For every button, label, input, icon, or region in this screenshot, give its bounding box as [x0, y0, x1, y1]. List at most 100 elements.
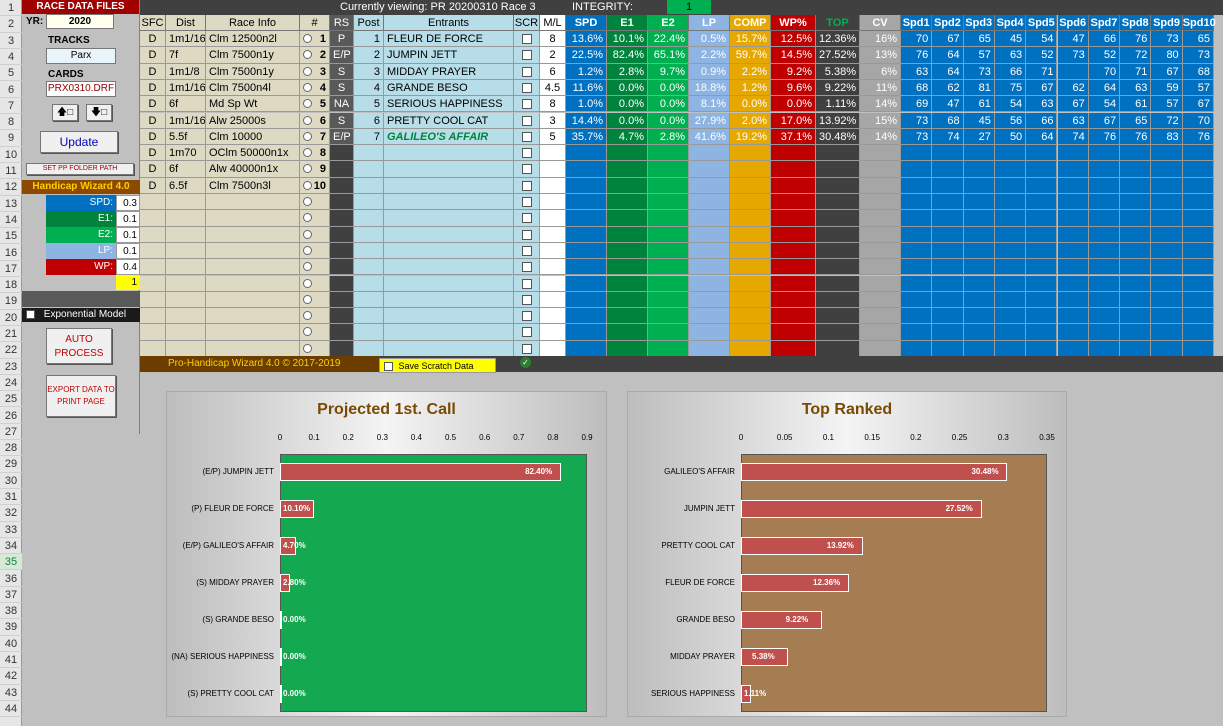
column-header-spd4[interactable]: Spd4	[994, 15, 1027, 31]
scratch-cell[interactable]	[514, 308, 540, 325]
entrant-name[interactable]: JUMPIN JETT	[384, 47, 514, 64]
race-number-cell[interactable]	[300, 275, 330, 292]
scratch-checkbox[interactable]	[521, 180, 532, 191]
race-number-cell[interactable]	[300, 291, 330, 309]
column-header-spd1[interactable]: Spd1	[901, 15, 933, 31]
scratch-checkbox[interactable]	[521, 311, 532, 322]
entrant-name[interactable]: SERIOUS HAPPINESS	[384, 96, 514, 113]
race-number-cell[interactable]: 1	[300, 31, 330, 48]
track-select[interactable]: Parx	[46, 48, 116, 64]
morning-line-cell[interactable]	[540, 145, 566, 162]
scratch-checkbox[interactable]	[521, 327, 532, 338]
morning-line-cell[interactable]	[540, 324, 566, 341]
weight-value[interactable]: 0.1	[116, 211, 140, 227]
scratch-checkbox[interactable]	[521, 131, 532, 142]
update-button[interactable]: Update	[40, 131, 118, 153]
column-header-ml[interactable]: M/L	[540, 15, 566, 31]
column-header-cv[interactable]: CV	[860, 15, 901, 31]
column-header-spd6[interactable]: Spd6	[1057, 15, 1089, 31]
column-header-dist[interactable]: Dist	[166, 15, 206, 31]
morning-line-cell[interactable]	[540, 161, 566, 178]
scratch-cell[interactable]	[514, 145, 540, 162]
save-scratch-toggle[interactable]: Save Scratch Data	[379, 358, 496, 373]
column-header-wp[interactable]: WP%	[771, 15, 816, 31]
radio-icon[interactable]	[303, 131, 312, 141]
scratch-cell[interactable]	[514, 177, 540, 194]
column-header-[interactable]: #	[300, 15, 330, 31]
morning-line-cell[interactable]	[540, 291, 566, 309]
radio-icon[interactable]	[303, 180, 312, 190]
column-header-e1[interactable]: E1	[607, 15, 648, 31]
year-field[interactable]: 2020	[46, 14, 114, 29]
scratch-cell[interactable]	[514, 96, 540, 113]
weight-value[interactable]: 0.1	[116, 227, 140, 243]
morning-line-cell[interactable]	[540, 340, 566, 357]
scratch-cell[interactable]	[514, 31, 540, 48]
radio-icon[interactable]	[303, 82, 312, 92]
race-number-cell[interactable]	[300, 259, 330, 276]
scratch-cell[interactable]	[514, 161, 540, 178]
column-header-spd[interactable]: SPD	[566, 15, 607, 31]
column-header-spd3[interactable]: Spd3	[963, 15, 995, 31]
radio-icon[interactable]	[303, 311, 312, 321]
column-header-lp[interactable]: LP	[689, 15, 730, 31]
morning-line-cell[interactable]	[540, 210, 566, 227]
radio-icon[interactable]	[303, 278, 312, 288]
race-number-cell[interactable]	[300, 340, 330, 357]
set-pp-folder-button[interactable]: SET PP FOLDER PATH	[26, 163, 134, 175]
morning-line-cell[interactable]	[540, 275, 566, 292]
entrant-name[interactable]: GRANDE BESO	[384, 79, 514, 97]
column-header-sfc[interactable]: SFC	[140, 15, 166, 31]
radio-icon[interactable]	[303, 294, 312, 304]
column-header-spd7[interactable]: Spd7	[1088, 15, 1121, 31]
race-number-cell[interactable]: 3	[300, 63, 330, 80]
scratch-cell[interactable]	[514, 291, 540, 309]
entrant-name[interactable]: GALILEO'S AFFAIR	[384, 128, 514, 146]
radio-icon[interactable]	[303, 245, 312, 255]
scratch-checkbox[interactable]	[521, 278, 532, 289]
race-number-cell[interactable]: 10	[300, 177, 330, 194]
column-header-comp[interactable]: COMP	[730, 15, 771, 31]
morning-line-cell[interactable]	[540, 308, 566, 325]
scratch-cell[interactable]	[514, 47, 540, 64]
radio-icon[interactable]	[303, 229, 312, 239]
scratch-cell[interactable]	[514, 79, 540, 97]
exponential-model-toggle[interactable]: Exponential Model	[22, 308, 140, 322]
scratch-checkbox[interactable]	[521, 34, 532, 45]
entrant-name[interactable]: FLEUR DE FORCE	[384, 31, 514, 48]
scratch-checkbox[interactable]	[521, 82, 532, 93]
scratch-checkbox[interactable]	[521, 115, 532, 126]
radio-icon[interactable]	[303, 148, 312, 158]
radio-icon[interactable]	[303, 164, 312, 174]
scratch-checkbox[interactable]	[521, 343, 532, 354]
column-header-spd10[interactable]: Spd10	[1182, 15, 1216, 31]
radio-icon[interactable]	[303, 34, 312, 43]
exponential-model-checkbox[interactable]	[26, 309, 35, 319]
scratch-cell[interactable]	[514, 128, 540, 146]
column-header-rs[interactable]: RS	[330, 15, 354, 31]
morning-line-cell[interactable]: 5	[540, 128, 566, 146]
scratch-checkbox[interactable]	[521, 50, 532, 61]
radio-icon[interactable]	[303, 213, 312, 223]
scratch-cell[interactable]	[514, 242, 540, 260]
scratch-checkbox[interactable]	[521, 148, 532, 159]
scratch-cell[interactable]	[514, 210, 540, 227]
entrant-name[interactable]: MIDDAY PRAYER	[384, 63, 514, 80]
scratch-cell[interactable]	[514, 226, 540, 243]
morning-line-cell[interactable]: 8	[540, 31, 566, 48]
scratch-cell[interactable]	[514, 340, 540, 357]
entrant-name[interactable]: PRETTY COOL CAT	[384, 112, 514, 129]
race-number-cell[interactable]	[300, 194, 330, 211]
race-number-cell[interactable]: 5	[300, 96, 330, 113]
column-header-spd8[interactable]: Spd8	[1120, 15, 1152, 31]
morning-line-cell[interactable]: 2	[540, 47, 566, 64]
scratch-checkbox[interactable]	[521, 66, 532, 77]
morning-line-cell[interactable]	[540, 194, 566, 211]
column-header-scr[interactable]: SCR	[514, 15, 540, 31]
race-number-cell[interactable]: 7	[300, 128, 330, 146]
card-select[interactable]: PRX0310.DRF	[46, 81, 116, 97]
weight-value[interactable]: 0.4	[116, 259, 140, 275]
scratch-checkbox[interactable]	[521, 99, 532, 110]
scratch-cell[interactable]	[514, 259, 540, 276]
weight-value[interactable]: 0.1	[116, 243, 140, 259]
